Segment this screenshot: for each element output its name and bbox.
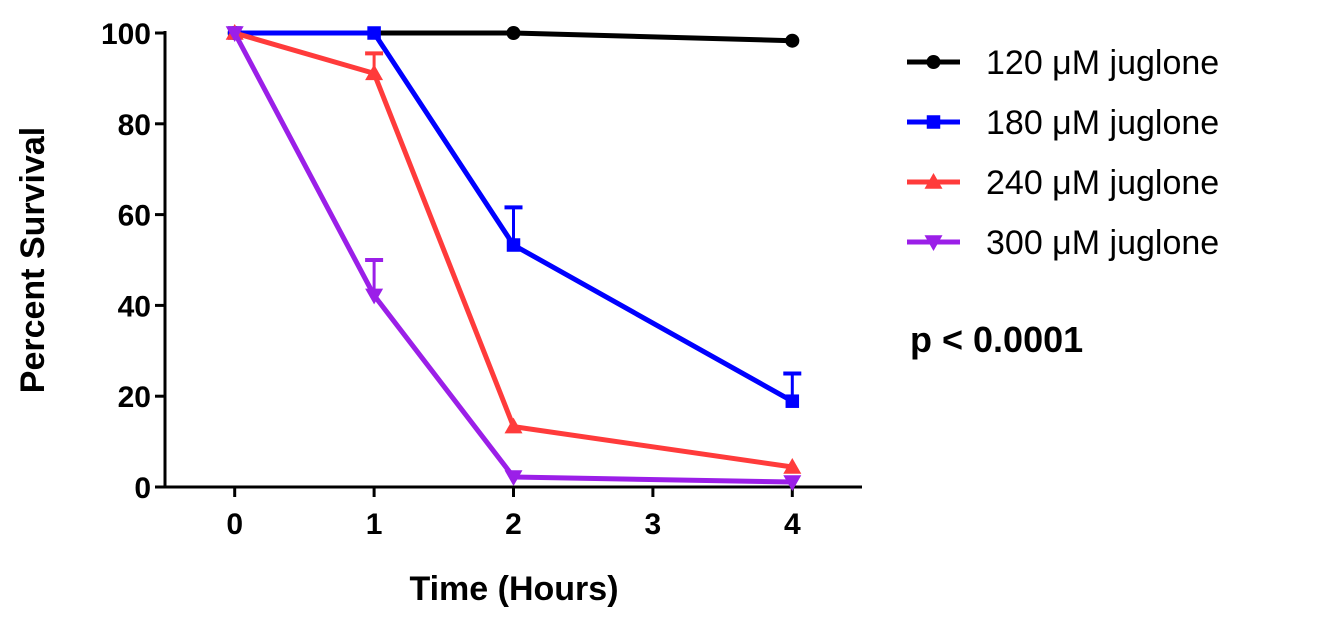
legend-label: 240 μM juglone bbox=[986, 164, 1219, 202]
series-line bbox=[232, 31, 793, 485]
y-tick-label: 0 bbox=[134, 472, 151, 505]
data-point bbox=[367, 26, 381, 40]
data-point bbox=[783, 475, 802, 492]
legend-label: 180 μM juglone bbox=[986, 104, 1219, 142]
legend-item-4: 300 μM juglone bbox=[907, 224, 1219, 262]
x-tick-label: 1 bbox=[366, 508, 383, 541]
p-value-annotation: p < 0.0001 bbox=[910, 319, 1083, 360]
data-point bbox=[365, 64, 384, 81]
x-tick-label: 0 bbox=[226, 508, 243, 541]
y-tick-label: 20 bbox=[118, 381, 151, 414]
data-point bbox=[785, 33, 800, 48]
y-axis-title: Percent Survival bbox=[14, 127, 52, 393]
series-4 bbox=[225, 26, 802, 492]
data-point bbox=[783, 458, 802, 474]
legend-swatch-marker bbox=[926, 54, 941, 70]
series-line bbox=[234, 30, 793, 470]
x-tick-label: 3 bbox=[645, 508, 662, 541]
series-line bbox=[234, 30, 794, 404]
x-tick-label: 4 bbox=[784, 508, 801, 541]
y-tick-label: 80 bbox=[118, 109, 151, 142]
series-layer bbox=[225, 24, 802, 492]
legend-label: 300 μM juglone bbox=[986, 224, 1219, 262]
x-tick-label: 2 bbox=[505, 508, 522, 541]
x-axis-title: Time (Hours) bbox=[409, 570, 618, 608]
y-tick-label: 40 bbox=[118, 290, 151, 323]
legend-swatch-marker bbox=[924, 173, 943, 189]
legend-item-2: 180 μM juglone bbox=[907, 104, 1219, 142]
data-point bbox=[365, 288, 384, 305]
series-1 bbox=[227, 25, 800, 48]
legend-label: 120 μM juglone bbox=[986, 44, 1219, 82]
data-point bbox=[506, 25, 521, 41]
legend-swatch-marker bbox=[926, 115, 941, 129]
y-tick-label: 60 bbox=[118, 200, 151, 233]
legend-swatch-marker bbox=[924, 235, 943, 251]
data-point bbox=[504, 470, 523, 487]
axes: 0 20 40 60 80 100 0 1 2 3 4 bbox=[101, 18, 862, 541]
data-point bbox=[225, 26, 244, 42]
legend-item-1: 120 μM juglone bbox=[907, 44, 1219, 82]
data-point bbox=[504, 417, 523, 434]
data-point bbox=[785, 394, 800, 408]
y-tick-label: 100 bbox=[101, 18, 151, 51]
data-point bbox=[506, 238, 521, 252]
series-2 bbox=[227, 26, 802, 408]
legend: 120 μM juglone 180 μM juglone 240 μM juglo… bbox=[907, 44, 1219, 262]
legend-item-3: 240 μM juglone bbox=[907, 164, 1219, 202]
